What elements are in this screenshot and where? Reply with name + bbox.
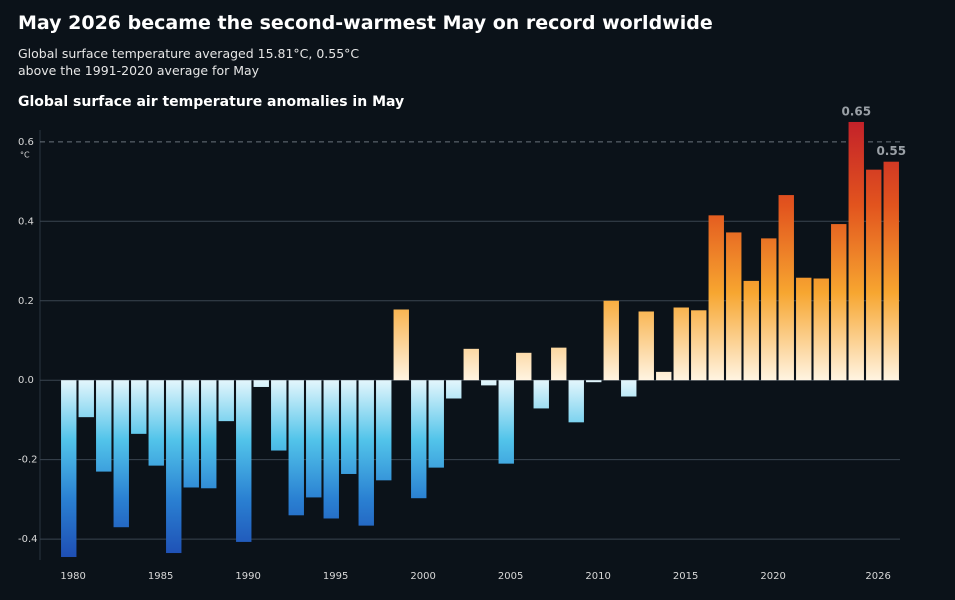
bar bbox=[603, 300, 619, 381]
x-tick-label: 2026 bbox=[865, 571, 890, 582]
bar bbox=[498, 380, 514, 464]
bar bbox=[78, 380, 94, 418]
x-tick-label: 1990 bbox=[235, 571, 260, 582]
bar bbox=[148, 380, 164, 466]
bar bbox=[236, 380, 252, 542]
y-tick-label: 0.2 bbox=[18, 296, 34, 307]
bar bbox=[551, 347, 567, 381]
bar bbox=[866, 169, 882, 381]
bar bbox=[96, 380, 112, 472]
bar bbox=[411, 380, 427, 499]
bar bbox=[761, 238, 777, 381]
x-tick-label: 1995 bbox=[323, 571, 348, 582]
bar bbox=[341, 380, 357, 474]
data-label: 0.65 bbox=[841, 104, 871, 118]
bar bbox=[796, 277, 812, 381]
bar bbox=[533, 380, 549, 409]
bar bbox=[568, 380, 584, 423]
bar bbox=[393, 309, 409, 381]
bar bbox=[166, 380, 182, 554]
x-tick-label: 2020 bbox=[760, 571, 785, 582]
bar bbox=[516, 352, 532, 381]
y-tick-label: 0.0 bbox=[18, 375, 34, 386]
x-tick-label: 2005 bbox=[498, 571, 523, 582]
bar bbox=[463, 348, 479, 381]
bar bbox=[131, 380, 147, 434]
bar bbox=[481, 380, 497, 386]
x-tick-label: 2000 bbox=[410, 571, 435, 582]
y-tick-label: 0.6 bbox=[18, 137, 34, 148]
bar bbox=[691, 310, 707, 381]
bar bbox=[376, 380, 392, 481]
bar bbox=[323, 380, 339, 519]
bar bbox=[218, 380, 234, 422]
bar bbox=[271, 380, 287, 451]
page-title: May 2026 became the second-warmest May o… bbox=[18, 12, 713, 34]
x-tick-label: 1980 bbox=[60, 571, 85, 582]
bar bbox=[848, 121, 864, 381]
bar bbox=[428, 380, 444, 468]
bar bbox=[446, 380, 462, 399]
chart-title: Global surface air temperature anomalies… bbox=[18, 94, 404, 110]
x-tick-label: 2010 bbox=[585, 571, 610, 582]
bar bbox=[288, 380, 304, 516]
data-label: 0.55 bbox=[876, 144, 906, 158]
bar bbox=[306, 380, 322, 498]
bar bbox=[883, 161, 899, 381]
bar bbox=[778, 195, 794, 381]
x-tick-label: 1985 bbox=[148, 571, 173, 582]
bar bbox=[586, 380, 602, 383]
bar bbox=[253, 380, 269, 387]
bar bbox=[358, 380, 374, 526]
x-tick-label: 2015 bbox=[673, 571, 698, 582]
bar bbox=[656, 371, 672, 381]
bar bbox=[621, 380, 637, 397]
bar bbox=[673, 307, 689, 381]
y-unit: °C bbox=[20, 150, 30, 159]
bar bbox=[708, 215, 724, 381]
bar bbox=[201, 380, 217, 489]
bar bbox=[726, 232, 742, 381]
bar bbox=[61, 380, 77, 558]
bar bbox=[183, 380, 199, 488]
y-tick-label: -0.2 bbox=[18, 455, 38, 466]
bar bbox=[831, 224, 847, 381]
page-subtitle: Global surface temperature averaged 15.8… bbox=[18, 46, 360, 78]
y-tick-label: -0.4 bbox=[18, 534, 38, 545]
bar bbox=[813, 278, 829, 381]
y-tick-label: 0.4 bbox=[18, 216, 34, 227]
bar bbox=[113, 380, 129, 528]
bar bbox=[743, 280, 759, 381]
bar bbox=[638, 311, 654, 381]
